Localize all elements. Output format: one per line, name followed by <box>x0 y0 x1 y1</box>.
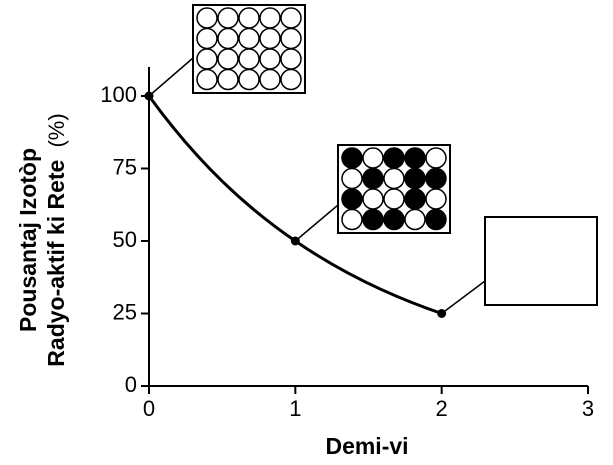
x-tick-label: 0 <box>143 396 155 421</box>
y-axis-unit: (%) <box>44 113 69 147</box>
x-tick-label: 2 <box>436 396 448 421</box>
illustrations <box>148 4 598 315</box>
atom <box>280 7 302 29</box>
point <box>437 309 447 318</box>
atom <box>341 147 363 169</box>
atom <box>362 208 384 231</box>
y-tick-label: 100 <box>100 82 137 107</box>
atom <box>383 188 405 210</box>
x-axis-label: Demi-vi <box>325 433 408 459</box>
y-tick-label: 75 <box>113 154 137 179</box>
atom <box>238 48 260 70</box>
atom <box>217 48 239 70</box>
atom <box>404 167 426 190</box>
atom <box>280 27 302 50</box>
atom <box>341 208 363 231</box>
atom <box>196 27 218 50</box>
atom <box>341 167 363 190</box>
atom <box>238 7 260 29</box>
atom <box>259 68 281 91</box>
y-tick-label: 50 <box>113 227 137 252</box>
atom <box>341 188 363 210</box>
atom <box>196 68 218 91</box>
point <box>144 91 154 101</box>
x-tick-label: 1 <box>289 396 301 421</box>
atom <box>383 208 405 231</box>
atom <box>425 147 447 169</box>
atom <box>404 188 426 210</box>
atom <box>383 147 405 169</box>
atom <box>404 208 426 231</box>
y-axis-label: Radyo-aktif ki Rete (%) <box>43 113 69 366</box>
atom <box>217 27 239 50</box>
connector <box>148 57 194 97</box>
connector <box>294 204 339 242</box>
atom <box>238 68 260 91</box>
atom <box>259 7 281 29</box>
atom <box>259 27 281 50</box>
y-axis-label: Pousantaj Izotòp <box>15 148 41 332</box>
connector <box>441 280 486 315</box>
atom <box>196 7 218 29</box>
atom <box>217 7 239 29</box>
point <box>290 236 300 246</box>
atom <box>280 68 302 91</box>
y-tick-label: 25 <box>113 299 137 324</box>
atom <box>425 208 447 231</box>
atom <box>404 147 426 169</box>
illustration-box <box>484 216 598 306</box>
y-axis-label: Radyo-aktif ki Rete <box>43 160 69 367</box>
atom <box>425 167 447 190</box>
atom <box>280 48 302 70</box>
atom <box>362 188 384 210</box>
atom <box>217 68 239 91</box>
y-tick-label: 0 <box>125 372 137 397</box>
x-tick-label: 3 <box>582 396 594 421</box>
atom <box>362 167 384 190</box>
atom <box>196 48 218 70</box>
atom <box>362 147 384 169</box>
atom <box>425 188 447 210</box>
atom <box>238 27 260 50</box>
atom <box>383 167 405 190</box>
atom <box>259 48 281 70</box>
